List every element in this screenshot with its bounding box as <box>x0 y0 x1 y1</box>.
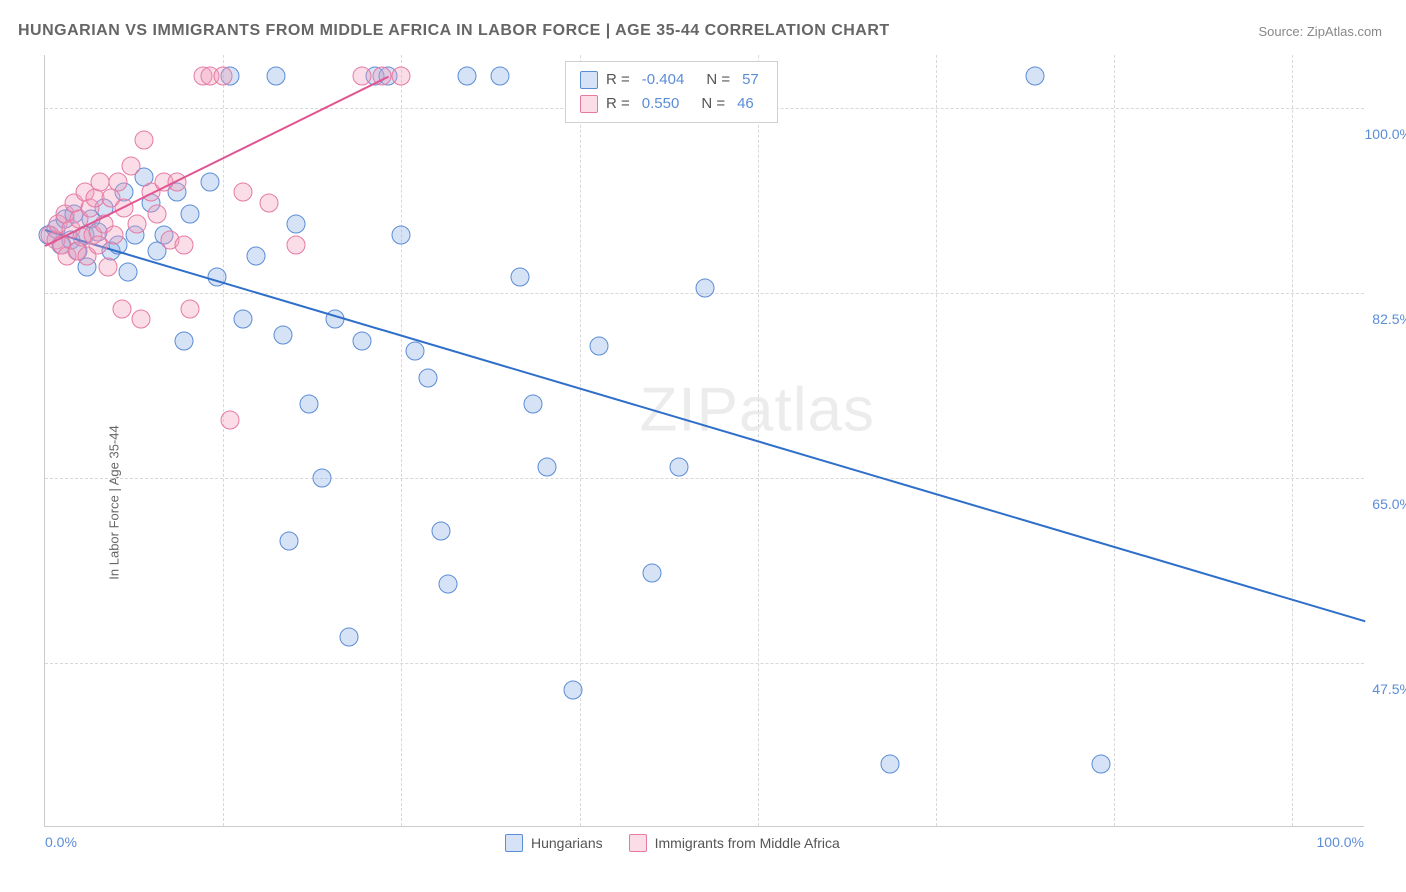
data-point <box>234 183 253 202</box>
y-tick-label: 100.0% <box>1365 126 1406 142</box>
y-tick-label: 47.5% <box>1372 681 1406 697</box>
data-point <box>280 532 299 551</box>
data-point <box>273 326 292 345</box>
data-point <box>524 394 543 413</box>
data-point <box>339 627 358 646</box>
legend-row: R =-0.404N =57 <box>580 68 763 92</box>
data-point <box>119 262 138 281</box>
data-point <box>392 67 411 86</box>
data-point <box>418 368 437 387</box>
data-point <box>352 331 371 350</box>
data-point <box>148 204 167 223</box>
plot-area: In Labor Force | Age 35-44 ZIPatlas 47.5… <box>44 55 1364 827</box>
regression-line <box>45 76 389 247</box>
gridline-h <box>45 478 1364 479</box>
data-point <box>174 236 193 255</box>
gridline-v <box>580 55 581 826</box>
data-point <box>405 342 424 361</box>
legend-swatch <box>505 834 523 852</box>
gridline-v <box>223 55 224 826</box>
data-point <box>286 215 305 234</box>
legend-item: Hungarians <box>505 834 603 852</box>
y-axis-label: In Labor Force | Age 35-44 <box>107 425 122 579</box>
data-point <box>181 299 200 318</box>
data-point <box>174 331 193 350</box>
data-point <box>112 299 131 318</box>
data-point <box>352 67 371 86</box>
data-point <box>590 336 609 355</box>
data-point <box>128 215 147 234</box>
data-point <box>267 67 286 86</box>
data-point <box>537 458 556 477</box>
data-point <box>201 172 220 191</box>
chart-title: HUNGARIAN VS IMMIGRANTS FROM MIDDLE AFRI… <box>18 22 890 40</box>
data-point <box>121 157 140 176</box>
data-point <box>1026 67 1045 86</box>
legend-swatch <box>580 95 598 113</box>
data-point <box>104 225 123 244</box>
x-tick-label: 0.0% <box>45 834 77 850</box>
data-point <box>491 67 510 86</box>
legend-item: Immigrants from Middle Africa <box>629 834 840 852</box>
legend-swatch <box>580 71 598 89</box>
data-point <box>286 236 305 255</box>
data-point <box>458 67 477 86</box>
data-point <box>99 257 118 276</box>
source-label: Source: ZipAtlas.com <box>1258 24 1382 39</box>
legend-swatch <box>629 834 647 852</box>
data-point <box>220 410 239 429</box>
data-point <box>432 521 451 540</box>
y-tick-label: 82.5% <box>1372 311 1406 327</box>
data-point <box>511 268 530 287</box>
data-point <box>132 310 151 329</box>
gridline-h <box>45 663 1364 664</box>
data-point <box>300 394 319 413</box>
gridline-v <box>1114 55 1115 826</box>
correlation-legend: R =-0.404N =57R =0.550N =46 <box>565 61 778 123</box>
x-tick-label: 100.0% <box>1317 834 1364 850</box>
gridline-v <box>936 55 937 826</box>
data-point <box>643 564 662 583</box>
data-point <box>214 67 233 86</box>
gridline-v <box>1292 55 1293 826</box>
data-point <box>392 225 411 244</box>
data-point <box>438 574 457 593</box>
data-point <box>247 246 266 265</box>
legend-row: R =0.550N =46 <box>580 92 763 116</box>
series-legend: Hungarians Immigrants from Middle Africa <box>505 834 840 852</box>
data-point <box>880 754 899 773</box>
data-point <box>669 458 688 477</box>
data-point <box>108 172 127 191</box>
data-point <box>313 469 332 488</box>
data-point <box>234 310 253 329</box>
data-point <box>564 680 583 699</box>
data-point <box>181 204 200 223</box>
data-point <box>135 130 154 149</box>
y-tick-label: 65.0% <box>1372 496 1406 512</box>
gridline-v <box>401 55 402 826</box>
data-point <box>260 194 279 213</box>
data-point <box>696 278 715 297</box>
data-point <box>1092 754 1111 773</box>
